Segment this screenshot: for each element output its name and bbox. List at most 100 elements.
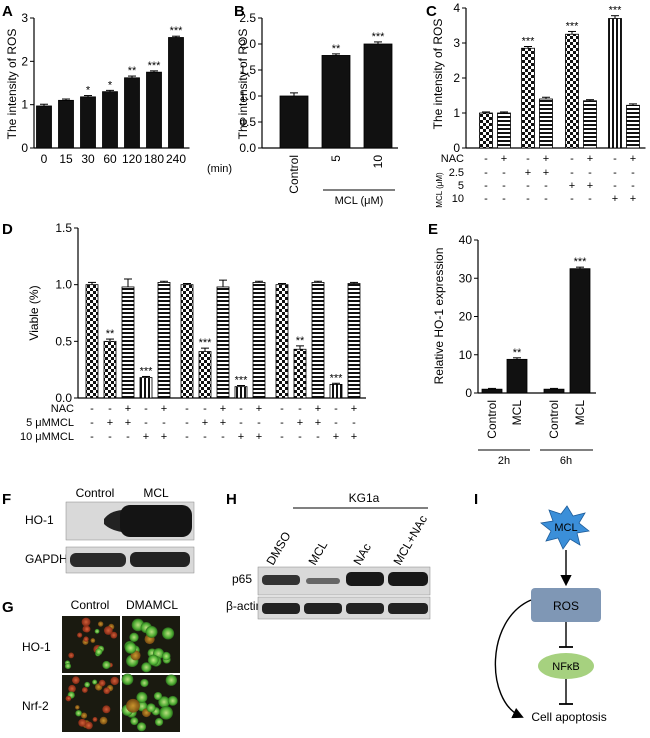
micrograph-cell: [81, 687, 88, 693]
micrograph-cell: [72, 676, 80, 684]
chart-a-category-label: 0: [41, 152, 48, 166]
chart-d-ytick-label: 1.5: [55, 221, 72, 235]
chart-b: The intensity of ROS 0.0 0.5 1.0 1.5 2.0 2.5 C…: [236, 11, 398, 207]
panel-h-blot-actin: [257, 596, 431, 620]
pathway-node-apoptosis: Cell apoptosis: [531, 710, 606, 724]
chart-c-bar: [521, 47, 535, 149]
panel-h-band-actin-dmso: [262, 603, 300, 614]
chart-d-significance: ***: [235, 375, 249, 387]
chart-c-significance: ***: [609, 5, 623, 17]
panel-f-band-gapdh-control: [70, 553, 126, 567]
micrograph-cell: [153, 691, 163, 701]
chart-e-significance: ***: [574, 256, 588, 268]
chart-e-category-label: MCL: [573, 400, 587, 426]
micrograph-cell: [78, 718, 87, 727]
micrograph-cell: [121, 673, 134, 686]
panel-f-band-gapdh-mcl: [130, 552, 190, 567]
chart-d-table-sign: -: [144, 403, 148, 415]
micrograph-ho1-dmamcl: [122, 616, 180, 673]
chart-d-table-sign: -: [90, 403, 94, 415]
micrograph-cell: [75, 705, 80, 710]
chart-c-table-sign: +: [587, 180, 593, 192]
chart-e-category-label: MCL: [510, 400, 524, 426]
chart-a-category-label: 30: [81, 152, 95, 166]
panel-h-band-p65-mcl: [306, 578, 340, 584]
panel-h-band-p65-mcl-nac: [388, 572, 428, 586]
chart-d-table-sign: +: [297, 417, 303, 429]
chart-a-bar: [124, 77, 140, 149]
micrograph-cell: [64, 662, 72, 670]
panel-h-row-actin: β-actin: [226, 599, 262, 613]
chart-c-table-row-label: 10: [452, 193, 464, 205]
chart-d-bar: [157, 281, 171, 399]
chart-e-bar: [543, 388, 565, 394]
panel-letter-h: H: [226, 491, 237, 508]
chart-c-bar: [565, 33, 579, 149]
panel-h-band-actin-mcl: [304, 603, 342, 614]
chart-c-bar: [626, 104, 640, 149]
chart-c-table-sign: +: [569, 180, 575, 192]
chart-c-bar: [583, 100, 597, 149]
chart-e-time-label-6h: 6h: [560, 455, 572, 467]
micrograph-cell: [68, 684, 76, 693]
micrograph-cell: [159, 706, 173, 720]
chart-b-ytick-label: 1.5: [239, 63, 256, 77]
micrograph-cell: [66, 696, 71, 701]
chart-a-significance: **: [128, 65, 137, 77]
panel-h-header: KG1a: [349, 491, 380, 505]
micrograph-cell: [110, 631, 118, 639]
micrograph-cell: [92, 717, 98, 722]
chart-c-bar: [539, 98, 553, 149]
chart-e-category-label: Control: [547, 400, 561, 439]
micrograph-cell: [130, 717, 139, 726]
chart-a-category-label: 180: [144, 152, 164, 166]
chart-d-table-sign: -: [280, 431, 284, 443]
chart-a-category-label: 240: [166, 152, 186, 166]
chart-d-bar: [216, 286, 230, 399]
chart-c-table-sign: -: [613, 167, 617, 179]
chart-d-table-sign: +: [202, 417, 208, 429]
panel-g-row-nrf2: Nrf-2: [22, 699, 49, 713]
chart-a-bar: [168, 37, 184, 149]
chart-a-significance: *: [108, 79, 113, 91]
micrograph-cell: [102, 660, 111, 670]
chart-a-bar: [36, 105, 52, 149]
chart-b-ytick-label: 2.0: [239, 37, 256, 51]
chart-c-ytick-label: 0: [453, 141, 460, 155]
chart-c-bar: [479, 112, 493, 149]
chart-c-table-sign: -: [484, 167, 488, 179]
micrograph-cell: [98, 679, 106, 687]
chart-c-table-sign: -: [544, 193, 548, 205]
chart-d-condition-table: NAC - - + - + - - + - + - - + - +5 μMMCL - + + - - - + + - - - + + - -…: [20, 403, 357, 443]
chart-a-category-label: 120: [122, 152, 142, 166]
chart-c-significance: ***: [566, 20, 580, 32]
panel-f-row-gapdh: GAPDH: [25, 552, 68, 566]
chart-d-bar: [311, 281, 325, 399]
micrograph-cell: [140, 678, 149, 688]
chart-c-table-sign: -: [502, 167, 506, 179]
chart-d-ytick-label: 0.0: [55, 391, 72, 405]
panel-letter-i: I: [474, 491, 478, 508]
chart-c-ytick-label: 3: [453, 36, 460, 50]
chart-c: The intensity of ROS 0 1 2 3 4 *** *** *** NAC…: [431, 1, 646, 208]
chart-e-bar: [506, 358, 528, 394]
chart-e: Relative HO-1 expression 0 10 20 30 40 Contro…: [432, 233, 596, 467]
panel-g-col-control: Control: [71, 598, 110, 612]
chart-d-table-sign: +: [220, 417, 226, 429]
panel-i-pathway-diagram: MCL ROS NFκB Cell apoptosis: [494, 505, 607, 724]
micrograph-cell: [147, 654, 159, 666]
chart-d-table-sign: +: [125, 403, 131, 415]
pathway-node-nfkb: NFκB: [552, 661, 580, 673]
chart-d-table-row-label: 10 μMMCL: [20, 431, 74, 443]
micrograph-cell: [75, 709, 82, 717]
panel-h-row-p65: p65: [232, 572, 252, 586]
chart-d-significance: **: [296, 335, 305, 347]
chart-c-table-sign: -: [631, 180, 635, 192]
chart-e-bar: [481, 388, 503, 394]
chart-d: Viable (%) 0.00.51.01.5 ****************…: [20, 221, 366, 443]
chart-d-bars: ****************: [85, 278, 361, 399]
micrograph-cell: [110, 676, 119, 686]
chart-d-bar: [293, 348, 307, 399]
micrograph-cell: [102, 705, 111, 714]
chart-c-table-sign: -: [613, 153, 617, 165]
